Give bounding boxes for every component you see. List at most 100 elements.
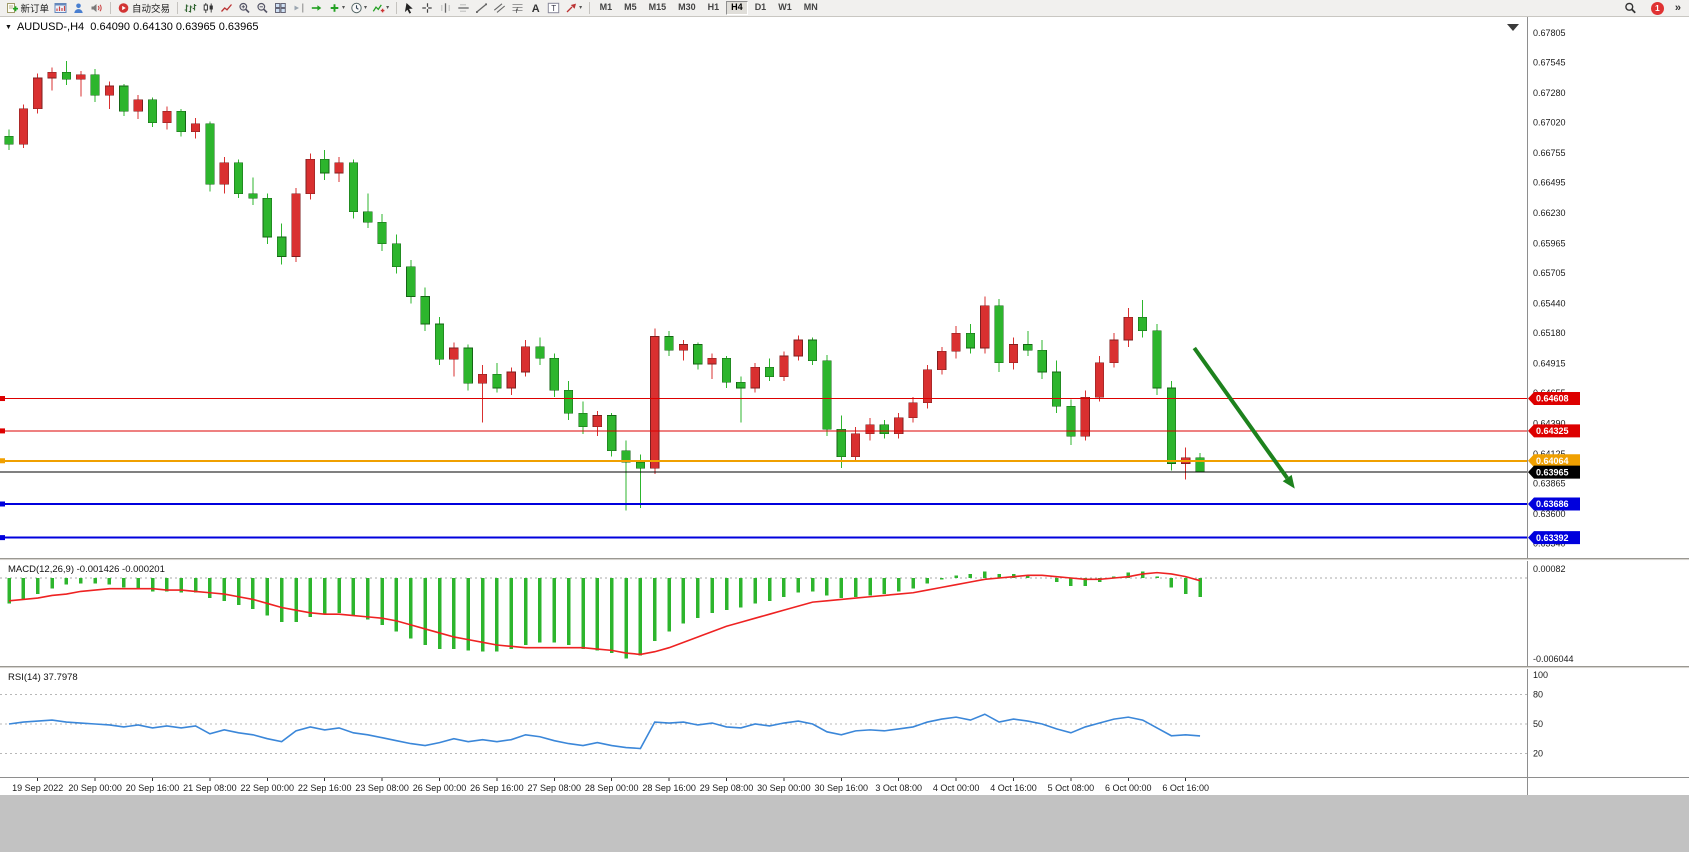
horizontal-line-button[interactable] (455, 1, 473, 16)
price-chart-canvas[interactable]: 0.67805 0.67545 0.67280 0.67020 0.66755 0.664… (0, 17, 1689, 558)
autoscroll-icon (310, 2, 323, 14)
time-label: 30 Sep 16:00 (815, 783, 869, 793)
shapes-icon (565, 2, 578, 14)
panel-separator[interactable] (0, 666, 1689, 669)
candles-icon (202, 2, 215, 14)
time-label: 22 Sep 16:00 (298, 783, 352, 793)
sound-icon (90, 2, 103, 14)
time-label: 26 Sep 16:00 (470, 783, 524, 793)
time-label: 4 Oct 00:00 (933, 783, 980, 793)
timeframe-m15-button[interactable]: M15 (648, 2, 667, 13)
rsi-canvas[interactable]: 100 80 50 20 (0, 669, 1689, 777)
new-chart-button[interactable]: ▾ (326, 1, 348, 16)
timeframe-m1-button[interactable]: M1 (599, 2, 613, 13)
toolbar-separator (588, 2, 590, 14)
svg-text:0.66495: 0.66495 (1533, 178, 1566, 188)
auto-scroll-button[interactable] (308, 1, 326, 16)
timeframe-h1-button[interactable]: H1 (707, 2, 720, 13)
crosshair-button[interactable] (419, 1, 437, 16)
zoom-in-icon (238, 2, 251, 14)
chart-title-text: AUDUSD-,H4 0.64090 0.64130 0.63965 0.639… (16, 21, 259, 33)
chart-shift-marker[interactable] (1507, 24, 1519, 31)
rsi-line (8, 713, 1201, 750)
periods-button[interactable]: ▾ (348, 1, 370, 16)
chart-shift-button[interactable] (290, 1, 308, 16)
person-icon (72, 2, 85, 14)
tile-windows-button[interactable] (272, 1, 290, 16)
text-label-button[interactable]: T (545, 1, 563, 16)
cursor-button[interactable] (401, 1, 419, 16)
chevron-down-icon: ▾ (364, 5, 368, 11)
one-click-trading-toggle-icon[interactable]: ▼ (5, 23, 12, 31)
clock-icon (350, 2, 363, 14)
time-label: 27 Sep 08:00 (528, 783, 582, 793)
price-levels[interactable] (0, 396, 1527, 541)
trend-arrow-object[interactable] (1192, 346, 1295, 489)
time-label: 20 Sep 00:00 (68, 783, 122, 793)
alerts-sound-button[interactable] (88, 1, 106, 16)
time-axis[interactable]: 19 Sep 2022 20 Sep 00:00 20 Sep 16:00 21 Se… (0, 777, 1689, 795)
market-watch-button[interactable] (70, 1, 88, 16)
time-label: 4 Oct 16:00 (990, 783, 1037, 793)
toolbar: 新订单 自动交易 ▾ ▾ ▾ f A T ▾ M1 M5 M15 M30 H1 H4 D1 W1 MN 1 » (0, 0, 1689, 17)
toolbar-separator (109, 2, 111, 14)
chart-title: ▼ AUDUSD-,H4 0.64090 0.64130 0.63965 0.6… (5, 21, 259, 33)
timeframe-mn-button[interactable]: MN (803, 2, 818, 13)
candles-layer (4, 60, 1205, 511)
search-button[interactable] (1622, 1, 1640, 16)
bar-chart-button[interactable] (182, 1, 200, 16)
macd-canvas[interactable]: 0.00082 -0.006044 (0, 561, 1689, 666)
rsi-panel: 100 80 50 20 RSI(14) 37.7978 (0, 669, 1689, 777)
svg-text:0.66755: 0.66755 (1533, 148, 1566, 158)
channel-button[interactable] (491, 1, 509, 16)
svg-text:A: A (532, 3, 540, 14)
vertical-line-button[interactable] (437, 1, 455, 16)
zoom-in-button[interactable] (236, 1, 254, 16)
price-tag (1528, 531, 1580, 545)
auto-trading-button[interactable]: 自动交易 (115, 1, 173, 16)
time-label: 6 Oct 00:00 (1105, 783, 1152, 793)
svg-text:0.67020: 0.67020 (1533, 118, 1566, 128)
chevron-down-icon: ▾ (386, 5, 390, 11)
svg-text:0.00082: 0.00082 (1533, 564, 1566, 574)
fibonacci-button[interactable]: f (509, 1, 527, 16)
panel-separator[interactable] (0, 558, 1689, 561)
toolbar-separator (176, 2, 178, 14)
level-line-handle (0, 501, 5, 507)
price-tag (1528, 424, 1580, 438)
toolbar-overflow-button[interactable]: » (1674, 2, 1681, 14)
timeframe-h4-button[interactable]: H4 (726, 1, 748, 15)
line-chart-button[interactable] (218, 1, 236, 16)
tile-icon (274, 2, 287, 14)
arrows-button[interactable]: ▾ (563, 1, 585, 16)
svg-text:0.65180: 0.65180 (1533, 328, 1566, 338)
time-label: 5 Oct 08:00 (1048, 783, 1095, 793)
candlestick-chart-button[interactable] (200, 1, 218, 16)
new-order-button[interactable]: 新订单 (3, 1, 52, 16)
svg-text:80: 80 (1533, 690, 1543, 700)
channel-icon (493, 2, 506, 14)
text-button[interactable]: A (527, 1, 545, 16)
textT-icon: T (547, 2, 560, 14)
time-axis-labels[interactable]: 19 Sep 2022 20 Sep 00:00 20 Sep 16:00 21 Se… (12, 778, 1209, 793)
trendline-button[interactable] (473, 1, 491, 16)
macd-axis[interactable]: 0.00082 -0.006044 (1533, 564, 1574, 664)
charts-button[interactable] (52, 1, 70, 16)
indicators-button[interactable]: ▾ (370, 1, 392, 16)
chart-window-icon (54, 2, 67, 14)
time-axis-canvas[interactable]: 19 Sep 2022 20 Sep 00:00 20 Sep 16:00 21 Se… (0, 777, 1689, 795)
zoom-out-button[interactable] (254, 1, 272, 16)
timeframe-m30-button[interactable]: M30 (678, 2, 696, 13)
svg-text:0.64325: 0.64325 (1536, 426, 1569, 436)
toolbar-separator (395, 2, 397, 14)
rsi-label: RSI(14) 37.7978 (8, 672, 78, 683)
svg-text:0.63392: 0.63392 (1536, 533, 1569, 543)
chevron-down-icon: ▾ (342, 5, 346, 11)
rsi-axis[interactable]: 100 80 50 20 (1533, 670, 1548, 758)
level-line-handle (0, 458, 5, 464)
timeframe-d1-button[interactable]: D1 (754, 2, 767, 13)
timeframe-m5-button[interactable]: M5 (624, 2, 637, 13)
timeframe-w1-button[interactable]: W1 (778, 2, 792, 13)
notification-badge[interactable]: 1 (1650, 1, 1664, 15)
svg-text:50: 50 (1533, 719, 1543, 729)
